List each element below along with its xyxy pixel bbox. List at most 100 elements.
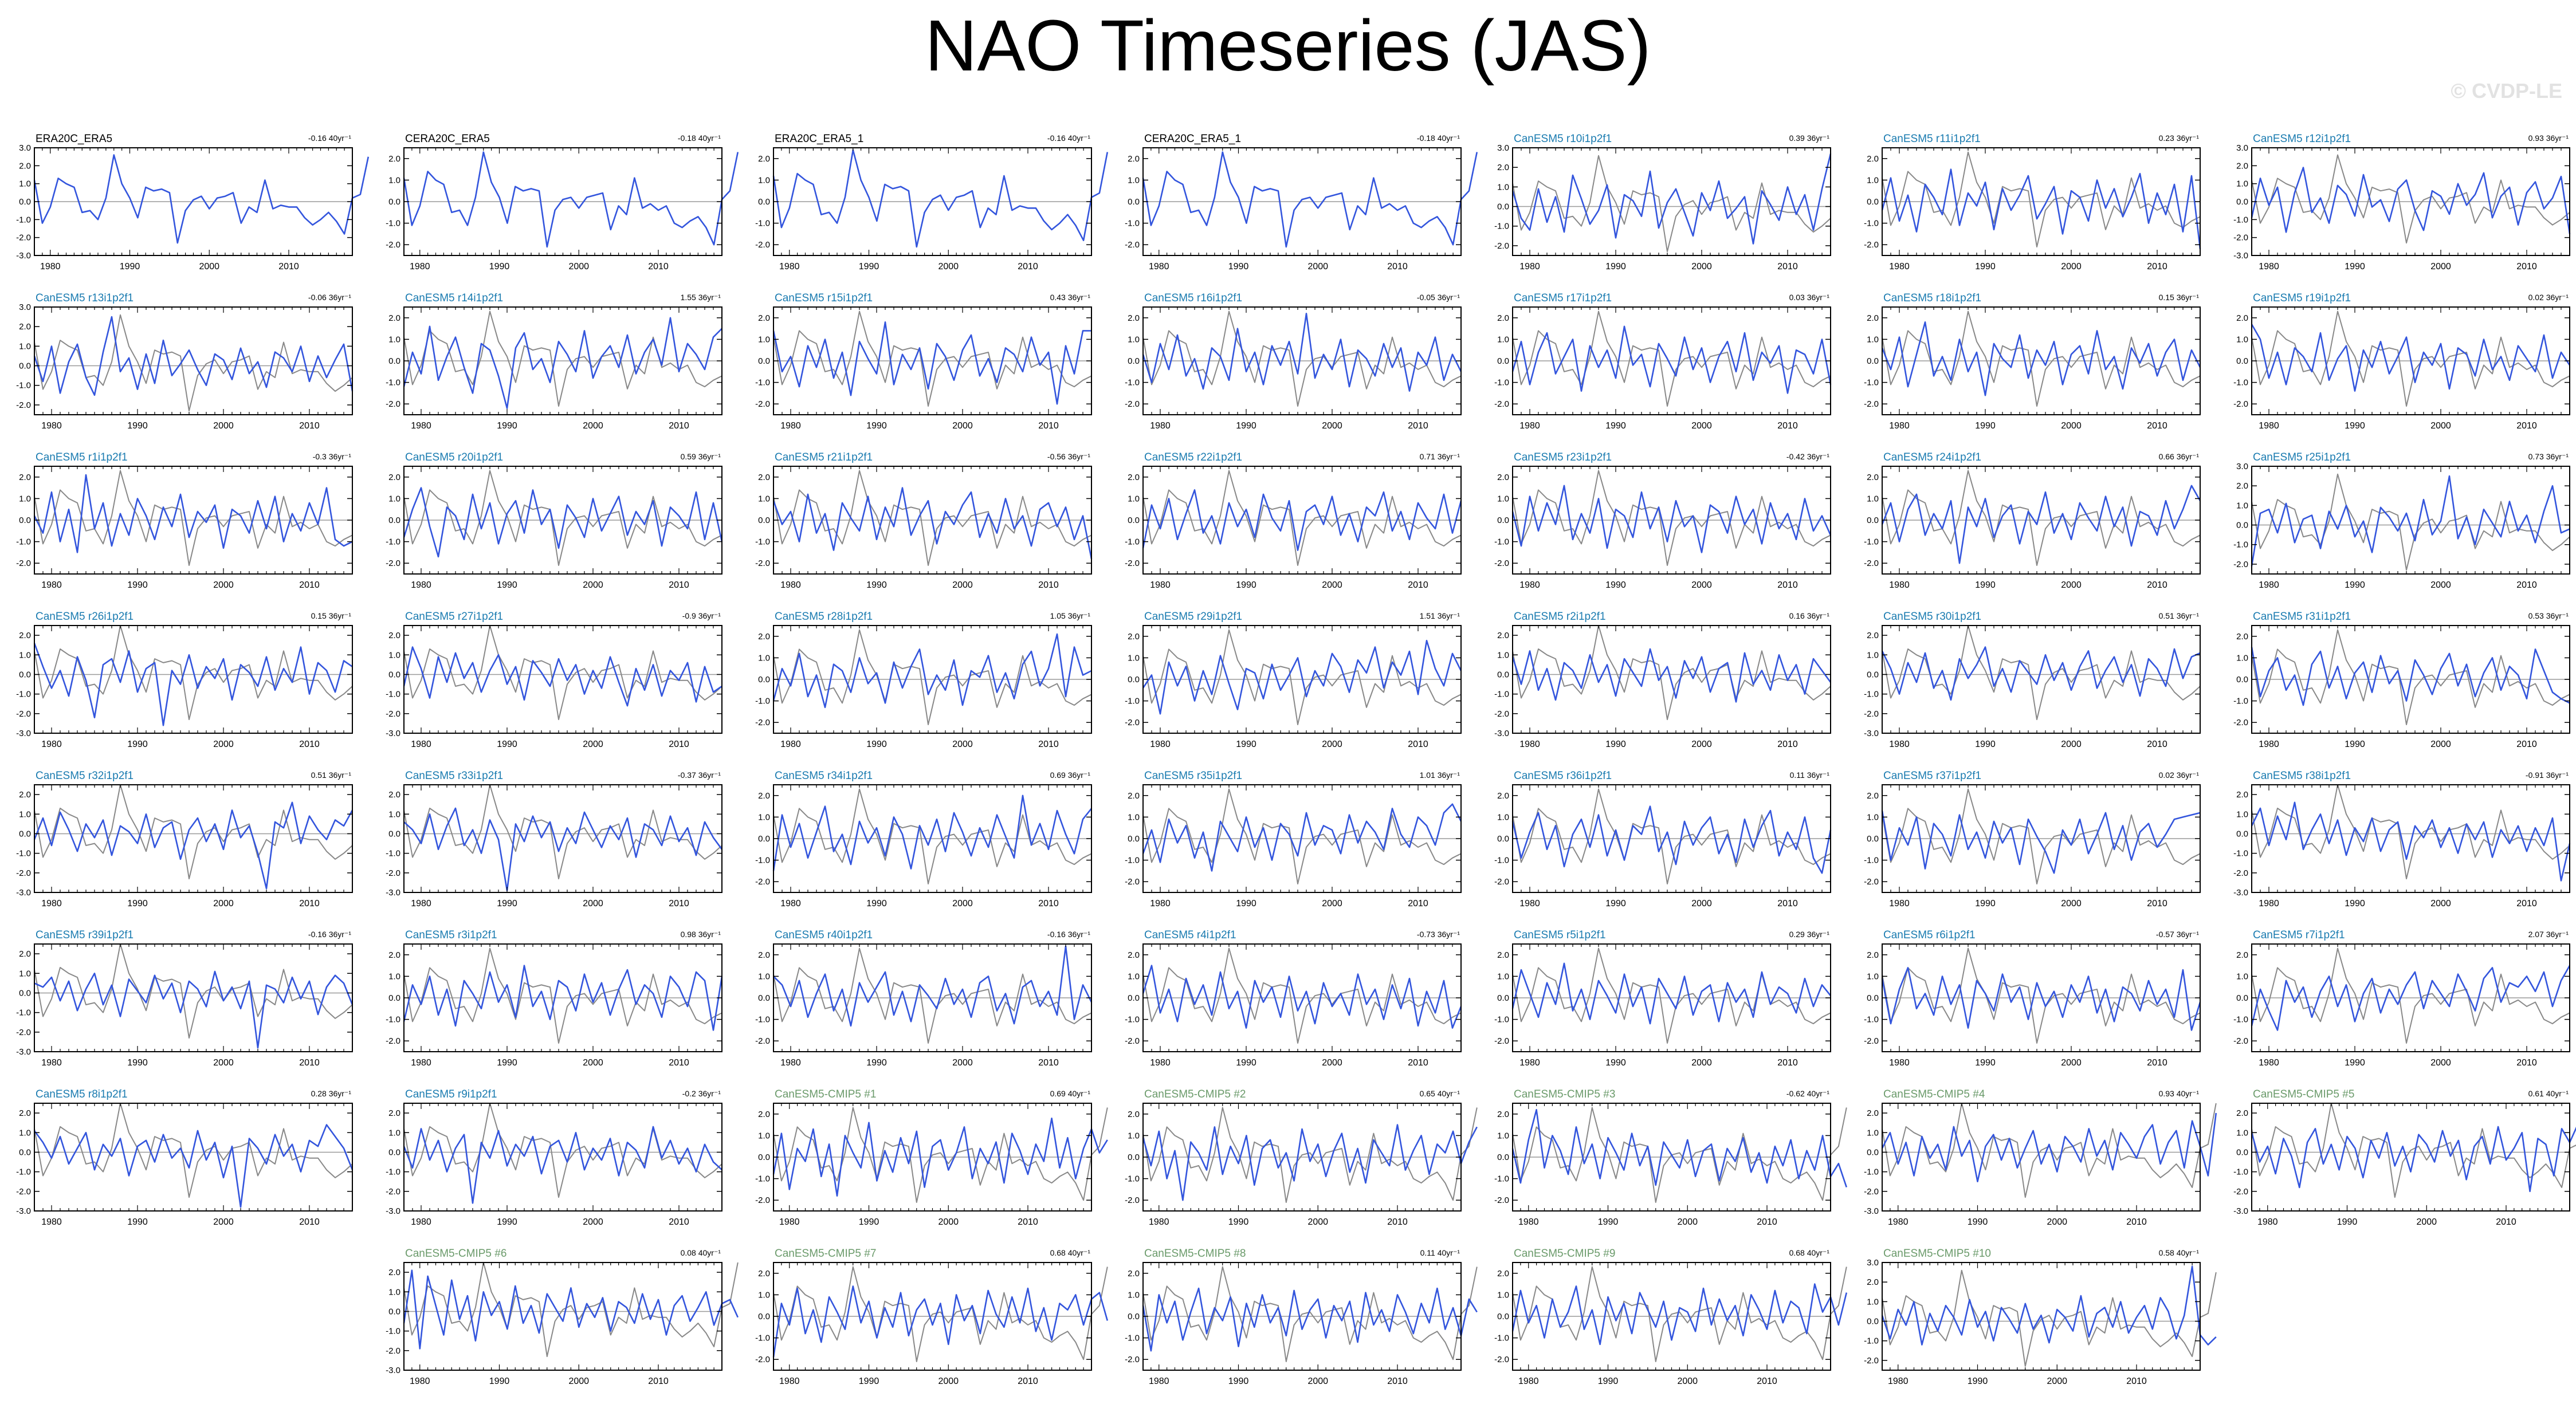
x-tick-label: 1990 xyxy=(497,740,517,749)
y-tick-label: 1.0 xyxy=(758,1131,770,1140)
x-tick-label: 2000 xyxy=(1691,580,1712,590)
y-tick-label: -2.0 xyxy=(386,1187,400,1197)
x-tick-label: 1980 xyxy=(1519,1058,1540,1068)
y-tick-label: -1.0 xyxy=(2233,697,2248,706)
x-tick-label: 2000 xyxy=(2430,580,2451,590)
x-tick-label: 2010 xyxy=(299,580,320,590)
x-tick-label: 2000 xyxy=(1691,421,1712,431)
y-tick-label: 1.0 xyxy=(19,494,31,504)
observed-series-line xyxy=(2251,473,2570,571)
model-series-line xyxy=(33,801,354,890)
panel-37: CanESM5 r3i1p2f1 0.98 36yr⁻¹ 2.0 1.0 0.0 -1.0… xyxy=(386,929,723,1068)
y-tick-label: 2.0 xyxy=(2236,632,2248,642)
y-tick-label: 0.0 xyxy=(758,356,770,366)
trend-label: 0.59 36yr⁻¹ xyxy=(681,452,721,461)
x-tick-label: 2010 xyxy=(1038,1058,1059,1068)
y-tick-label: -1.0 xyxy=(1494,537,1509,547)
trend-label: 0.93 36yr⁻¹ xyxy=(2528,133,2569,143)
y-tick-label: 1.0 xyxy=(1867,650,1879,660)
observed-series-line xyxy=(1882,470,2201,566)
x-tick-label: 2000 xyxy=(1691,740,1712,749)
panel-title: CanESM5 r40i1p2f1 xyxy=(775,929,873,941)
y-tick-label: 1.0 xyxy=(1867,812,1879,822)
panel-title: CanESM5 r14i1p2f1 xyxy=(405,292,503,304)
x-tick-label: 2010 xyxy=(1408,421,1428,431)
y-tick-label: -1.0 xyxy=(1125,856,1140,866)
x-tick-label: 2010 xyxy=(669,580,689,590)
y-tick-label: 0.0 xyxy=(388,197,400,207)
y-tick-label: -1.0 xyxy=(386,378,400,388)
y-tick-label: 3.0 xyxy=(2236,462,2248,471)
x-tick-label: 2010 xyxy=(669,899,689,908)
panel-5: CanESM5 r10i1p2f1 0.39 36yr⁻¹ 3.0 2.0 1.0 0.0… xyxy=(1494,133,1832,272)
panel-title: CanESM5 r15i1p2f1 xyxy=(775,292,873,304)
x-tick-label: 2000 xyxy=(583,580,603,590)
y-tick-label: 0.0 xyxy=(1867,834,1879,844)
y-tick-label: 0.0 xyxy=(2236,829,2248,839)
plot-frame xyxy=(34,943,353,1052)
model-series-line xyxy=(1511,153,1832,245)
observed-series-line xyxy=(773,470,1092,566)
y-tick-label: -1.0 xyxy=(1864,690,1879,699)
y-tick-label: 0.0 xyxy=(758,1153,770,1162)
y-tick-label: 0.0 xyxy=(388,516,400,525)
x-tick-label: 2010 xyxy=(1777,1058,1798,1068)
x-tick-label: 2000 xyxy=(583,1058,603,1068)
panel-title: CanESM5 r10i1p2f1 xyxy=(1514,133,1612,145)
observed-series-line xyxy=(1512,947,1831,1044)
x-tick-label: 1990 xyxy=(1228,1217,1249,1227)
trend-label: -0.37 36yr⁻¹ xyxy=(678,770,721,780)
y-tick-label: 1.0 xyxy=(19,1128,31,1138)
observed-series-line xyxy=(403,784,722,880)
panel-24: CanESM5 r28i1p2f1 1.05 36yr⁻¹ 2.0 1.0 0.0 -1.… xyxy=(755,611,1092,749)
model-series-line xyxy=(33,643,353,726)
trend-label: 0.39 36yr⁻¹ xyxy=(1789,133,1830,143)
trend-label: -0.18 40yr⁻¹ xyxy=(1417,133,1460,143)
x-tick-label: 2000 xyxy=(2430,740,2451,749)
x-tick-label: 2000 xyxy=(952,421,973,431)
y-tick-label: -1.0 xyxy=(1494,1174,1509,1184)
y-tick-label: 0.0 xyxy=(19,1147,31,1157)
y-tick-label: -1.0 xyxy=(755,537,770,547)
y-tick-label: 1.0 xyxy=(388,175,400,185)
trend-label: 1.55 36yr⁻¹ xyxy=(681,293,721,302)
y-tick-label: 0.0 xyxy=(388,1147,400,1157)
panel-18: CanESM5 r22i1p2f1 0.71 36yr⁻¹ 2.0 1.0 0.0 -1.… xyxy=(1125,451,1462,590)
y-tick-label: 2.0 xyxy=(388,313,400,323)
y-tick-label: 1.0 xyxy=(1497,1131,1509,1140)
x-tick-label: 1980 xyxy=(1889,580,1910,590)
panel-17: CanESM5 r21i1p2f1 -0.56 36yr⁻¹ 2.0 1.0 0.0 -1… xyxy=(755,451,1093,590)
x-tick-label: 1980 xyxy=(411,899,431,908)
y-tick-label: 0.0 xyxy=(758,197,770,207)
x-tick-label: 2000 xyxy=(213,1058,234,1068)
y-tick-label: -2.0 xyxy=(1864,709,1879,719)
y-tick-label: 2.0 xyxy=(1128,473,1140,482)
y-tick-label: -3.0 xyxy=(1864,729,1879,738)
x-tick-label: 1990 xyxy=(1605,262,1626,272)
panel-title: CanESM5 r36i1p2f1 xyxy=(1514,770,1612,782)
y-tick-label: -2.0 xyxy=(755,399,770,409)
trend-label: 0.03 36yr⁻¹ xyxy=(1789,293,1830,302)
y-tick-label: -2.0 xyxy=(1864,1187,1879,1197)
trend-label: -0.16 36yr⁻¹ xyxy=(1047,930,1090,939)
y-tick-label: -1.0 xyxy=(16,381,31,391)
observed-series-line xyxy=(1142,629,1462,725)
y-tick-label: -1.0 xyxy=(755,1015,770,1025)
observed-series-line xyxy=(1142,788,1462,884)
model-series-line xyxy=(772,795,1093,871)
panel-33: CanESM5 r36i1p2f1 0.11 36yr⁻¹ 2.0 1.0 0.0 -1.… xyxy=(1494,770,1832,908)
page-title: NAO Timeseries (JAS) xyxy=(925,5,1651,86)
panel-title: CanESM5 r19i1p2f1 xyxy=(2253,292,2351,304)
x-tick-label: 2000 xyxy=(583,421,603,431)
y-tick-label: -2.0 xyxy=(386,868,400,878)
y-tick-label: 1.0 xyxy=(1128,175,1140,185)
y-tick-label: 1.0 xyxy=(388,650,400,660)
y-tick-label: -1.0 xyxy=(2233,215,2248,225)
x-tick-label: 1980 xyxy=(1150,899,1171,908)
x-tick-label: 2000 xyxy=(583,740,603,749)
panel-title: CanESM5 r9i1p2f1 xyxy=(405,1088,497,1100)
x-tick-label: 1990 xyxy=(2345,421,2365,431)
y-tick-label: -2.0 xyxy=(386,240,400,250)
x-tick-label: 1990 xyxy=(497,421,517,431)
